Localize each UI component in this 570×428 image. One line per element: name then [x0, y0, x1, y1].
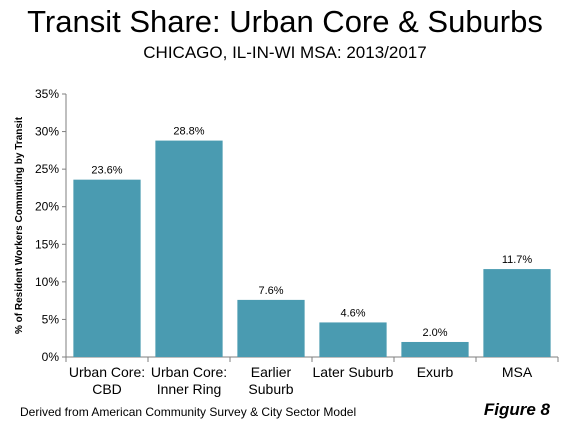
bar — [483, 269, 551, 357]
data-label: 11.7% — [502, 254, 533, 266]
category-label: Earlier — [251, 364, 292, 380]
category-label: Urban Core: — [151, 364, 227, 380]
category-label: CBD — [92, 381, 122, 397]
data-label: 2.0% — [422, 327, 447, 339]
bar — [155, 140, 223, 357]
data-label: 7.6% — [258, 285, 283, 297]
y-tick-label: 20% — [35, 200, 59, 214]
category-label: Later Suburb — [313, 364, 394, 380]
bar — [237, 299, 305, 357]
category-label: MSA — [502, 364, 533, 380]
y-tick-label: 5% — [42, 312, 60, 326]
y-tick-label: 25% — [35, 162, 59, 176]
y-tick-label: 10% — [35, 275, 59, 289]
data-label: 23.6% — [91, 165, 122, 177]
figure-label: Figure 8 — [483, 400, 550, 419]
category-label: Inner Ring — [157, 381, 222, 397]
bar — [73, 179, 141, 357]
bar — [401, 341, 469, 357]
y-tick-label: 30% — [35, 125, 59, 139]
y-tick-label: 35% — [35, 87, 59, 101]
source-note: Derived from American Community Survey &… — [20, 405, 357, 419]
y-tick-label: 0% — [42, 350, 60, 364]
bar — [319, 322, 387, 357]
category-label: Urban Core: — [69, 364, 145, 380]
category-label: Exurb — [417, 364, 454, 380]
category-label: Suburb — [248, 381, 293, 397]
data-label: 4.6% — [340, 307, 365, 319]
data-label: 28.8% — [173, 126, 204, 138]
chart-title: Transit Share: Urban Core & Suburbs — [27, 4, 543, 39]
chart-subtitle: CHICAGO, IL-IN-WI MSA: 2013/2017 — [143, 43, 427, 62]
y-axis-title: % of Resident Workers Commuting by Trans… — [14, 116, 25, 334]
y-tick-label: 15% — [35, 237, 59, 251]
